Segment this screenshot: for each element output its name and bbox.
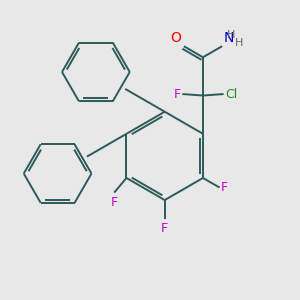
Text: N: N: [224, 31, 234, 45]
Text: F: F: [221, 181, 228, 194]
Text: F: F: [174, 88, 181, 100]
Text: F: F: [161, 221, 168, 235]
Text: F: F: [111, 196, 118, 208]
Text: Cl: Cl: [225, 88, 237, 100]
Text: H: H: [227, 30, 236, 40]
Text: H: H: [235, 38, 243, 48]
Text: O: O: [170, 31, 181, 45]
